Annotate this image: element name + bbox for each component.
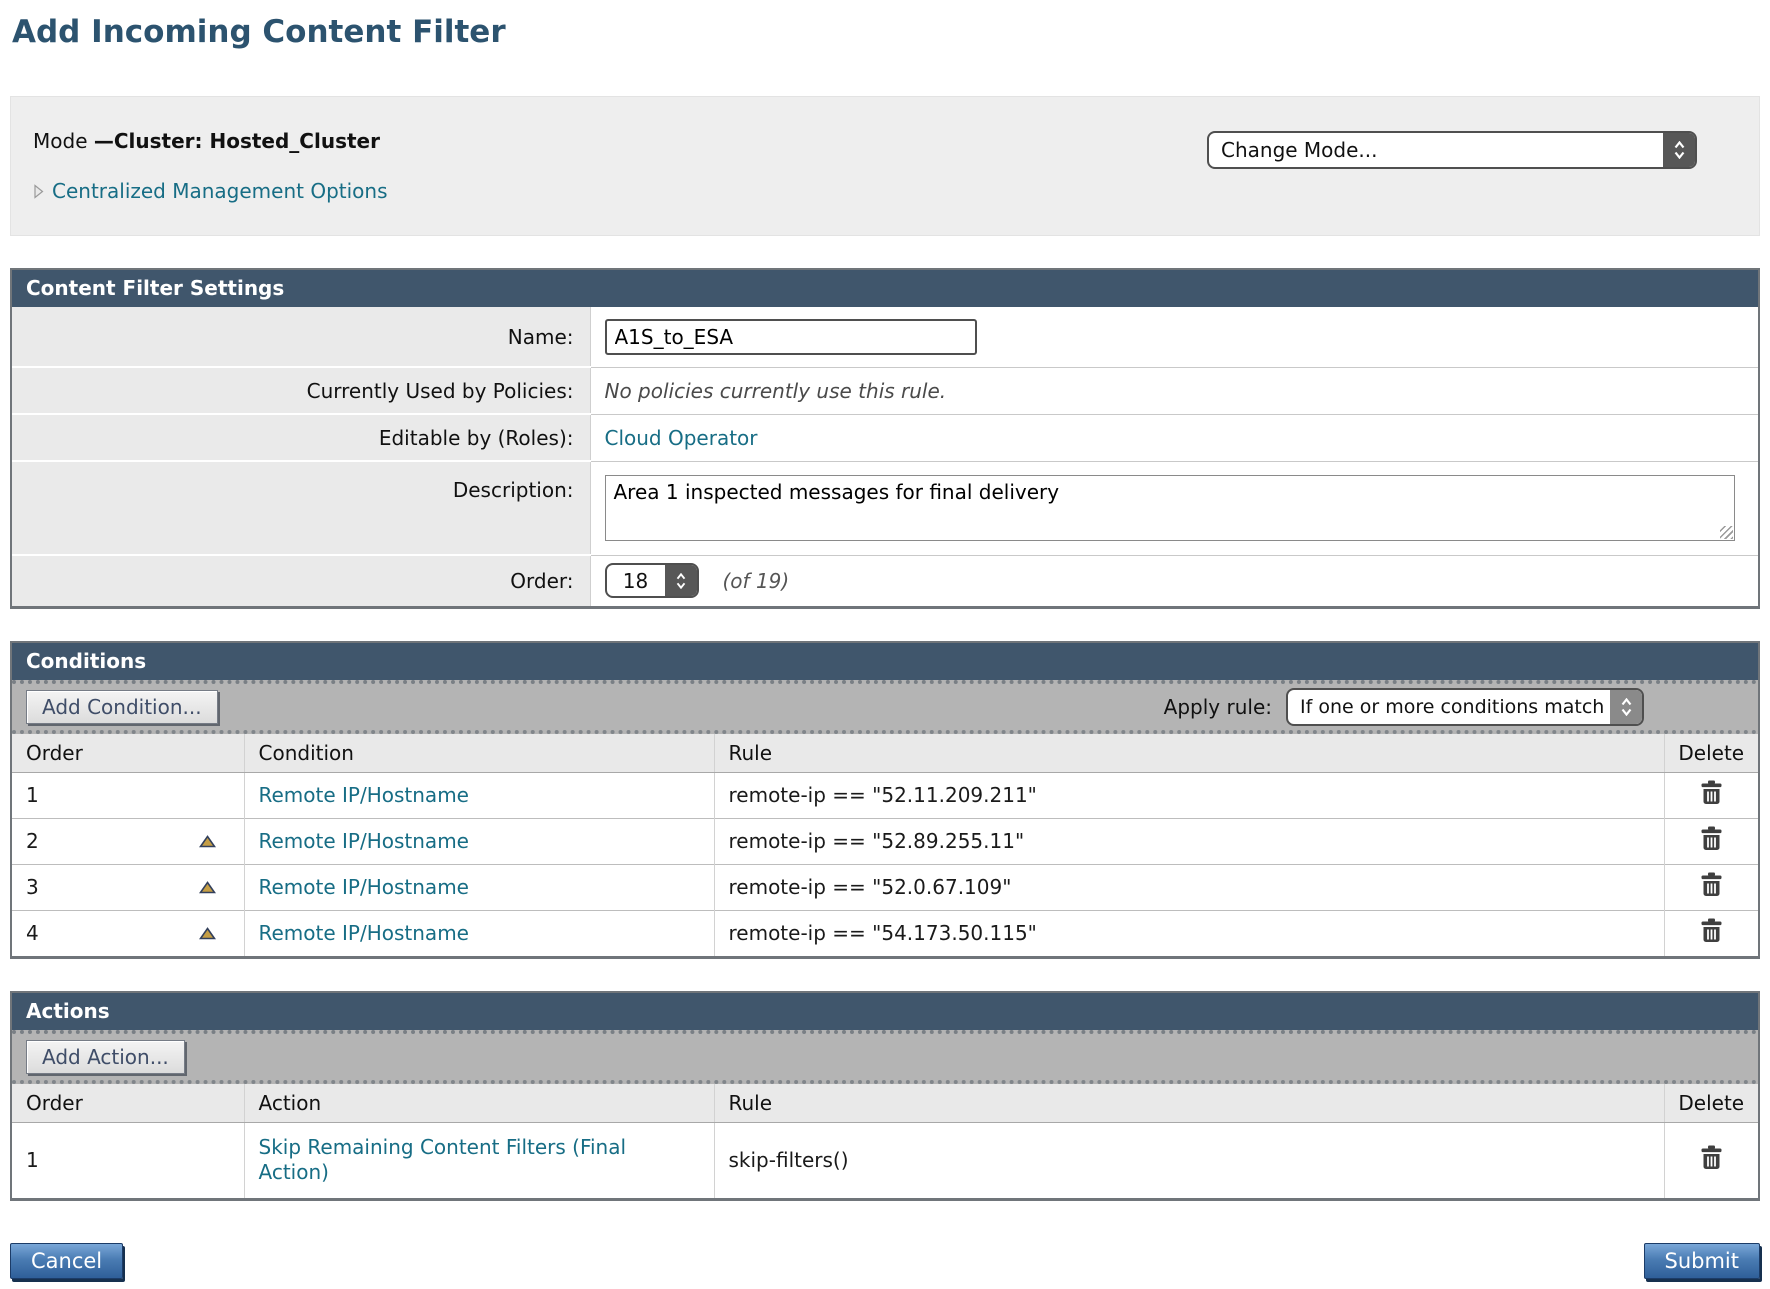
content-filter-settings-header: Content Filter Settings [12,270,1758,307]
mode-line: Mode —Cluster: Hosted_Cluster [33,129,1737,153]
conditions-header-delete: Delete [1664,734,1758,773]
condition-rule: remote-ip == "52.89.255.11" [728,829,1025,853]
condition-link[interactable]: Remote IP/Hostname [258,829,469,853]
actions-header-rule: Rule [714,1084,1665,1123]
actions-panel: Actions Add Action... Order Action Rule … [10,991,1760,1201]
trash-icon[interactable] [1700,872,1723,897]
condition-order: 1 [26,783,39,807]
footer: Cancel Submit [10,1243,1760,1279]
apply-rule-label: Apply rule: [1163,695,1272,719]
condition-order: 4 [26,921,39,946]
trash-icon[interactable] [1700,826,1723,851]
conditions-header-order: Order [12,734,245,773]
up-down-chevrons-icon [1610,690,1642,724]
conditions-toolbar: Add Condition... Apply rule: If one or m… [12,680,1758,734]
centralized-management-link[interactable]: Centralized Management Options [52,179,388,203]
apply-rule-select-value: If one or more conditions match [1300,696,1605,718]
action-link[interactable]: Skip Remaining Content Filters (Final Ac… [258,1135,627,1185]
action-order: 1 [26,1148,39,1173]
condition-order: 2 [26,829,39,853]
move-up-icon[interactable] [198,926,216,940]
policies-value: No policies currently use this rule. [604,378,947,403]
condition-link[interactable]: Remote IP/Hostname [258,921,469,946]
actions-header-order: Order [12,1084,245,1123]
actions-header-delete: Delete [1664,1084,1758,1123]
conditions-table-body: 1 Remote IP/Hostname remote-ip == "52.11… [12,771,1758,956]
condition-order: 3 [26,875,39,899]
condition-link[interactable]: Remote IP/Hostname [258,783,469,807]
cloud-operator-link[interactable]: Cloud Operator [604,425,758,450]
condition-row: 1 Remote IP/Hostname remote-ip == "52.11… [12,771,1758,818]
apply-rule-select[interactable]: If one or more conditions match [1286,688,1644,726]
actions-table: Order Action Rule Delete 1 Skip Remainin… [12,1084,1758,1198]
mode-label: Mode [33,129,94,153]
name-input[interactable] [604,318,977,355]
condition-rule: remote-ip == "54.173.50.115" [728,921,1037,946]
settings-row-order: Order: 18 (of 19) [12,554,1758,606]
change-mode-select-value: Change Mode... [1221,138,1378,162]
move-up-icon[interactable] [198,834,216,848]
submit-button[interactable]: Submit [1643,1243,1760,1279]
action-row: 1 Skip Remaining Content Filters (Final … [12,1121,1758,1198]
right-triangle-icon [34,183,44,199]
conditions-header-rule: Rule [714,734,1665,773]
actions-header-action: Action [244,1084,715,1123]
name-label: Name: [12,307,591,367]
conditions-panel: Conditions Add Condition... Apply rule: … [10,641,1760,959]
add-condition-button[interactable]: Add Condition... [26,690,218,724]
conditions-header-condition: Condition [244,734,715,773]
conditions-table: Order Condition Rule Delete 1 Remote IP/… [12,734,1758,956]
policies-label: Currently Used by Policies: [12,366,591,414]
condition-rule: remote-ip == "52.11.209.211" [728,783,1037,807]
page-title: Add Incoming Content Filter [12,14,506,50]
roles-label: Editable by (Roles): [12,413,591,461]
condition-link[interactable]: Remote IP/Hostname [258,875,469,899]
condition-row: 2 Remote IP/Hostname remote-ip == "52.89… [12,817,1758,864]
order-select[interactable]: 18 [604,563,699,599]
centralized-management-options[interactable]: Centralized Management Options [33,179,1737,203]
conditions-table-header-row: Order Condition Rule Delete [12,734,1758,773]
resize-grip-icon[interactable] [1719,526,1733,539]
settings-row-name: Name: [12,307,1758,367]
content-filter-settings-panel: Content Filter Settings Name: Currently … [10,268,1760,609]
actions-toolbar: Add Action... [12,1030,1758,1084]
actions-table-header-row: Order Action Rule Delete [12,1084,1758,1123]
condition-rule: remote-ip == "52.0.67.109" [728,875,1012,899]
apply-rule-group: Apply rule: If one or more conditions ma… [1164,688,1644,726]
actions-header: Actions [12,993,1758,1030]
actions-table-body: 1 Skip Remaining Content Filters (Final … [12,1121,1758,1198]
mode-value: —Cluster: Hosted_Cluster [93,129,380,153]
up-down-chevrons-icon [1663,133,1695,167]
order-select-value: 18 [622,568,649,593]
description-textarea[interactable]: Area 1 inspected messages for final deli… [604,475,1735,541]
trash-icon[interactable] [1700,1145,1723,1170]
settings-row-roles: Editable by (Roles): Cloud Operator [12,413,1758,461]
add-action-button[interactable]: Add Action... [26,1040,185,1074]
conditions-header: Conditions [12,643,1758,680]
settings-row-policies: Currently Used by Policies: No policies … [12,366,1758,414]
cancel-button[interactable]: Cancel [10,1243,124,1279]
action-rule: skip-filters() [728,1148,849,1173]
settings-row-description: Description: Area 1 inspected messages f… [12,460,1758,555]
change-mode-select[interactable]: Change Mode... [1207,131,1697,169]
move-up-icon[interactable] [198,880,216,894]
order-label: Order: [12,554,591,606]
condition-row: 3 Remote IP/Hostname remote-ip == "52.0.… [12,863,1758,910]
condition-row: 4 Remote IP/Hostname remote-ip == "54.17… [12,909,1758,956]
description-label: Description: [12,460,591,555]
trash-icon[interactable] [1700,918,1723,943]
order-total: (of 19) [722,568,790,593]
mode-panel: Mode —Cluster: Hosted_Cluster Centralize… [10,96,1760,236]
trash-icon[interactable] [1700,780,1723,805]
up-down-chevrons-icon [664,565,697,597]
